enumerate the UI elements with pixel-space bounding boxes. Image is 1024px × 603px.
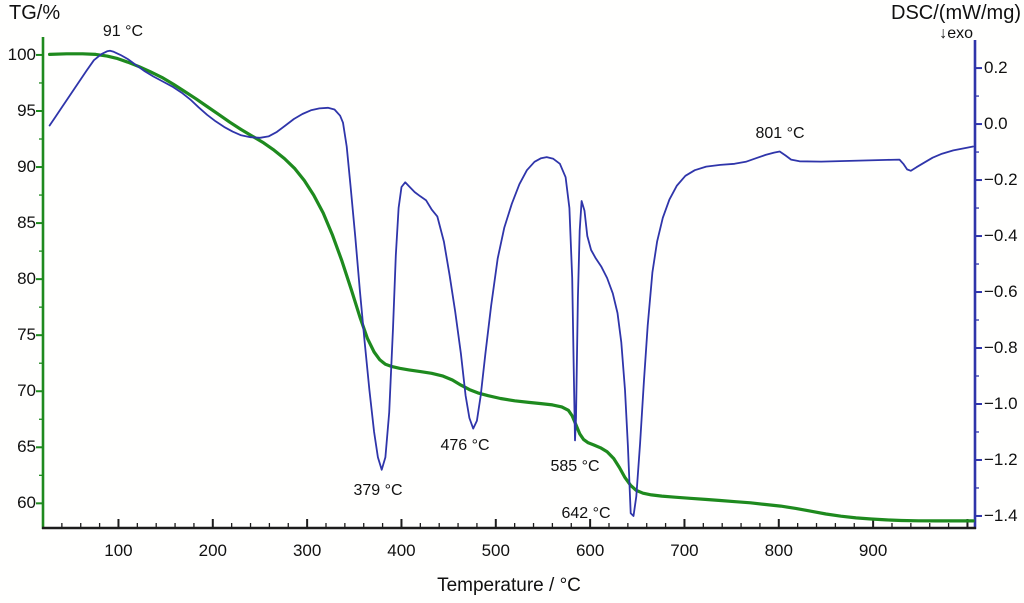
tg-axis-title: TG/%	[9, 2, 61, 24]
tg-tick-label: 80	[17, 269, 36, 289]
tg-tick-label: 65	[17, 437, 36, 457]
dsc-axis-title: DSC/(mW/mg)	[891, 2, 1021, 24]
dsc-tick-label: −0.4	[984, 226, 1018, 246]
dsc-tick-label: −0.8	[984, 338, 1018, 357]
dsc-tick-label: −1.0	[984, 393, 1018, 413]
peak-annotation: 91 °C	[102, 22, 144, 40]
peak-annotation: 801 °C	[755, 124, 805, 142]
tg-curve	[47, 52, 975, 523]
tg-tick-label: 100	[7, 44, 36, 64]
x-tick-label: 300	[292, 541, 322, 560]
x-axis-title: Temperature / °C	[437, 575, 581, 596]
dsc-tick-label: −0.6	[984, 282, 1018, 302]
x-tick-label: 700	[670, 541, 699, 560]
peak-annotation: 642 °C	[561, 504, 611, 522]
dsc-curve	[48, 49, 974, 517]
x-tick-label: 600	[575, 541, 605, 560]
dsc-tick-label: −1.4	[984, 505, 1018, 525]
tg-tick-label: 95	[17, 100, 36, 120]
x-tick-label: 500	[481, 541, 510, 560]
tg-tick-label: 85	[17, 213, 36, 233]
dsc-tick-label: 0.2	[984, 58, 1008, 78]
x-tick-label: 400	[387, 541, 416, 560]
x-tick-label: 800	[764, 541, 793, 560]
exo-direction-label: ↓exo	[939, 25, 973, 42]
dsc-tick-label: −0.2	[984, 170, 1018, 190]
tg-tick-label: 90	[17, 157, 36, 177]
dsc-tick-label: 0.0	[984, 114, 1008, 134]
tg-tick-label: 75	[17, 325, 36, 345]
peak-annotation: 379 °C	[353, 481, 403, 499]
x-tick-label: 200	[198, 541, 227, 560]
tg-tick-label: 60	[17, 493, 36, 513]
tg-tick-label: 70	[17, 381, 36, 401]
x-tick-label: 900	[858, 541, 888, 560]
dsc-tick-label: −1.2	[984, 449, 1018, 469]
x-tick-label: 100	[104, 541, 133, 560]
peak-annotation: 476 °C	[440, 436, 490, 454]
peak-annotation: 585 °C	[550, 457, 600, 475]
